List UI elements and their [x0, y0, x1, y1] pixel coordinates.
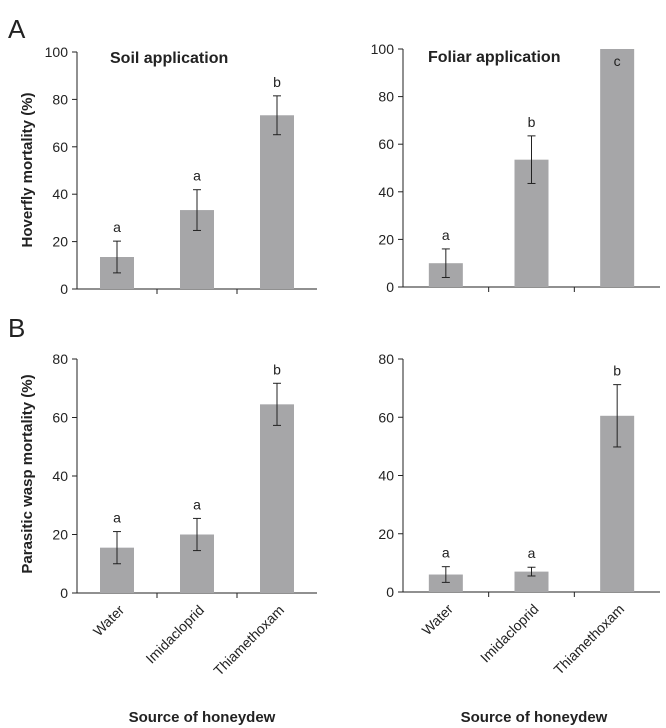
significance-letter-imidacloprid: a [193, 496, 201, 512]
chart-3: 0 20 40 60 80 a Water a Imidacloprid b Thiamethoxa… [52, 351, 317, 679]
chart-title-soil: Soil application [110, 50, 228, 67]
y-tick-label: 20 [378, 231, 394, 247]
y-tick-label: 100 [45, 44, 69, 60]
bar-thiamethoxam [260, 115, 294, 290]
significance-letter-water: a [113, 219, 121, 235]
bar-thiamethoxam [600, 49, 635, 287]
bar-imidacloprid [514, 571, 549, 592]
category-label-imidacloprid: Imidacloprid [142, 602, 207, 667]
significance-letter-thiamethoxam: c [614, 53, 621, 69]
y-tick-label: 0 [386, 279, 394, 295]
y-axis-label-hoverfly: Hoverfly mortality (%) [19, 92, 36, 247]
chart-2: 0 20 40 60 80 100 a b c [371, 41, 660, 295]
chart-4: 0 20 40 60 80 a Water a Imidacloprid b Thiamethoxa… [378, 351, 660, 678]
y-tick-label: 40 [52, 186, 68, 202]
significance-letter-water: a [113, 510, 121, 526]
significance-letter-imidacloprid: b [528, 114, 536, 130]
x-axis-label-right: Source of honeydew [461, 709, 608, 726]
significance-letter-imidacloprid: a [193, 168, 201, 184]
significance-letter-thiamethoxam: b [273, 74, 281, 90]
significance-letter-thiamethoxam: b [613, 363, 621, 379]
category-label-water: Water [90, 602, 128, 640]
significance-letter-thiamethoxam: b [273, 361, 281, 377]
panel-letter-a: A [8, 14, 26, 44]
y-tick-label: 100 [371, 41, 395, 57]
significance-letter-water: a [442, 227, 450, 243]
y-tick-label: 20 [52, 527, 68, 543]
y-tick-label: 40 [52, 468, 68, 484]
significance-letter-imidacloprid: a [528, 545, 536, 561]
y-tick-label: 80 [378, 89, 394, 105]
category-label-thiamethoxam: Thiamethoxam [551, 601, 628, 678]
y-tick-label: 40 [378, 184, 394, 200]
y-tick-label: 0 [60, 585, 68, 601]
category-label-water: Water [419, 601, 457, 639]
y-tick-label: 60 [52, 139, 68, 155]
y-tick-label: 20 [378, 526, 394, 542]
y-tick-label: 80 [52, 91, 68, 107]
category-label-imidacloprid: Imidacloprid [477, 601, 542, 666]
y-tick-label: 0 [60, 281, 68, 297]
bar-thiamethoxam [260, 404, 294, 593]
y-axis-label-wasp: Parasitic wasp mortality (%) [19, 374, 36, 573]
y-tick-label: 80 [378, 351, 394, 367]
bar-charts: 0 20 40 60 80 100 a a b 0 20 40 60 80 100 a b c 0 20 40 60 80 a… [45, 41, 660, 679]
x-axis-label-left: Source of honeydew [129, 709, 276, 726]
y-tick-label: 40 [378, 468, 394, 484]
bar-water [428, 574, 463, 592]
y-tick-label: 60 [378, 136, 394, 152]
chart-1: 0 20 40 60 80 100 a a b [45, 44, 317, 297]
significance-letter-water: a [442, 545, 450, 561]
y-tick-label: 20 [52, 234, 68, 250]
category-label-thiamethoxam: Thiamethoxam [210, 602, 287, 679]
y-tick-label: 80 [52, 351, 68, 367]
y-tick-label: 60 [52, 410, 68, 426]
chart-title-foliar: Foliar application [428, 49, 560, 66]
panel-letter-b: B [8, 313, 25, 343]
y-tick-label: 60 [378, 409, 394, 425]
y-tick-label: 0 [386, 584, 394, 600]
